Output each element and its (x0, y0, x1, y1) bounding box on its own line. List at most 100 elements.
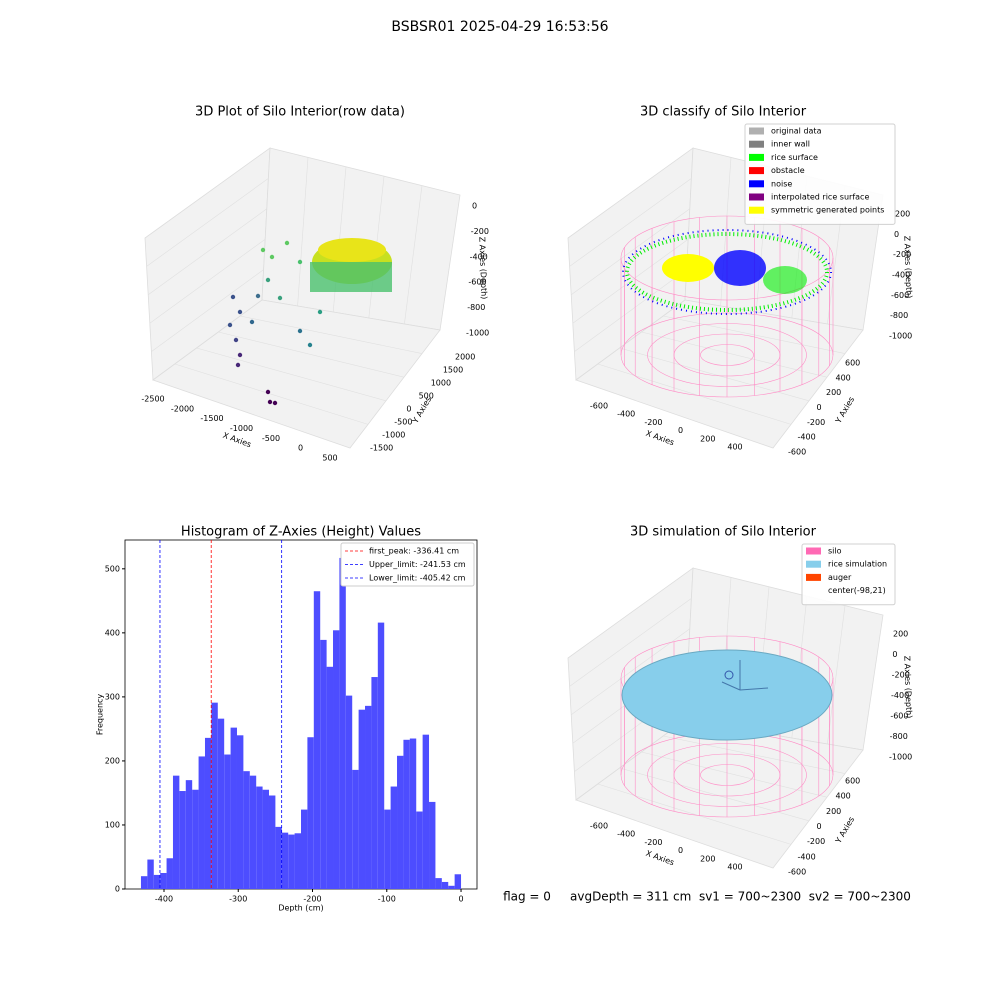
y-tick-label: 300 (105, 692, 120, 701)
silo-ring (673, 333, 781, 377)
histogram-bar (249, 775, 257, 889)
x-tick-label: -600 (590, 822, 608, 831)
legend-label: first_peak: -336.41 cm (369, 547, 459, 556)
pane-grid (827, 605, 846, 745)
status-text: flag = 0 avgDepth = 311 cm sv1 = 700~230… (503, 890, 911, 904)
y-tick-label: -400 (798, 433, 816, 442)
y-axis-label: Y Axies (833, 815, 856, 845)
y-tick-label: 200 (105, 756, 120, 765)
x-tick-label: 0 (458, 895, 463, 904)
histogram-bar (160, 872, 167, 889)
point-cloud-dot (297, 328, 303, 334)
point-cloud-top (318, 238, 386, 262)
point-cloud-dot (307, 342, 313, 348)
z-tick-label: 0 (472, 202, 477, 211)
histogram-bar (153, 874, 161, 889)
x-tick-label: -100 (378, 895, 396, 904)
y-axis-label: Y Axies (410, 395, 433, 425)
legend-label: inner wall (771, 140, 810, 149)
pane-grid (663, 315, 846, 354)
x-tick-label: 200 (700, 434, 715, 443)
legend-swatch (749, 193, 764, 201)
histogram-bar (301, 809, 308, 889)
histogram-bar (352, 769, 359, 889)
pane-grid (151, 269, 264, 352)
chart-title: 3D simulation of Silo Interior (630, 525, 817, 540)
pane-grid (569, 598, 692, 687)
x-tick-label: 0 (678, 426, 683, 435)
y-tick-label: 400 (836, 792, 851, 801)
histogram-bar (140, 876, 148, 889)
x-tick-label: 0 (678, 846, 683, 855)
histogram-bar (339, 557, 346, 889)
y-tick-label: 0 (817, 403, 822, 412)
histogram-bar (397, 755, 404, 889)
legend-swatch (806, 573, 821, 581)
rice-simulation-surface (621, 649, 833, 741)
pane-grid (571, 628, 690, 716)
x-axis-label: X Axies (222, 431, 253, 450)
z-tick-label: -800 (467, 303, 485, 312)
histogram-bar (294, 833, 301, 889)
point-cloud-dot (237, 309, 243, 315)
pane-grid (404, 185, 423, 325)
x-axis-label: X Axies (645, 849, 676, 868)
legend-box (744, 123, 896, 225)
noise-blob (714, 250, 766, 286)
histogram-bar (172, 775, 180, 889)
y-tick-label: 600 (845, 777, 860, 786)
point-cloud-dot (265, 389, 271, 395)
point-cloud-dot (260, 247, 266, 253)
point-cloud-dot (284, 240, 290, 246)
point-cloud-dot (317, 309, 323, 315)
point-cloud-dot (255, 293, 261, 299)
histogram-bar (358, 709, 366, 889)
point-cloud-dot (267, 399, 273, 405)
histogram-bar (448, 885, 455, 889)
x-tick-label: -2000 (171, 404, 194, 413)
y-tick-label: -400 (798, 852, 816, 861)
legend-label: interpolated rice surface (771, 193, 869, 202)
histogram-bar (166, 858, 173, 889)
histogram-bar (179, 791, 186, 889)
x-tick-label: 200 (700, 854, 715, 863)
x-tick-label: -400 (155, 895, 173, 904)
pane-grid (569, 178, 692, 267)
x-tick-label: -200 (644, 418, 662, 427)
silo-ring (700, 344, 754, 366)
legend-swatch (749, 206, 764, 214)
pane-grid (196, 347, 387, 402)
histogram-bar (185, 780, 193, 889)
histogram-bar (320, 639, 327, 889)
x-axis-label: Depth (cm) (278, 904, 323, 913)
y-tick-label: 500 (419, 392, 434, 401)
pane-grid (641, 331, 828, 378)
y-axis-label: Y Axies (833, 395, 856, 425)
silo-wireframe (620, 215, 834, 398)
histogram-bar (390, 786, 398, 889)
y-tick-label: 200 (826, 388, 841, 397)
point-cloud-dot (227, 322, 233, 328)
histogram-bar (435, 878, 442, 889)
point-cloud-dot (272, 400, 278, 406)
legend-swatch (806, 560, 821, 568)
pane-floor (152, 299, 441, 449)
chart-title: 3D classify of Silo Interior (640, 105, 807, 120)
legend-label: rice simulation (828, 560, 887, 569)
z-tick-label: -800 (890, 311, 908, 320)
y-tick-label: 0 (406, 405, 411, 414)
x-tick-label: -2500 (141, 395, 164, 404)
auger (721, 660, 769, 691)
legend-swatch (749, 153, 764, 161)
pane-grid (218, 331, 405, 378)
x-tick-label: -200 (303, 895, 321, 904)
legend-label: Upper_limit: -241.53 cm (369, 560, 466, 569)
histogram-bar (211, 702, 218, 889)
histogram-bar (268, 795, 276, 889)
pane-grid (574, 269, 687, 352)
z-tick-label: -400 (470, 252, 488, 261)
histogram-bar (147, 859, 154, 889)
point-cloud-side (310, 262, 392, 292)
y-tick-label: 400 (836, 373, 851, 382)
noise-cloud (622, 229, 832, 315)
